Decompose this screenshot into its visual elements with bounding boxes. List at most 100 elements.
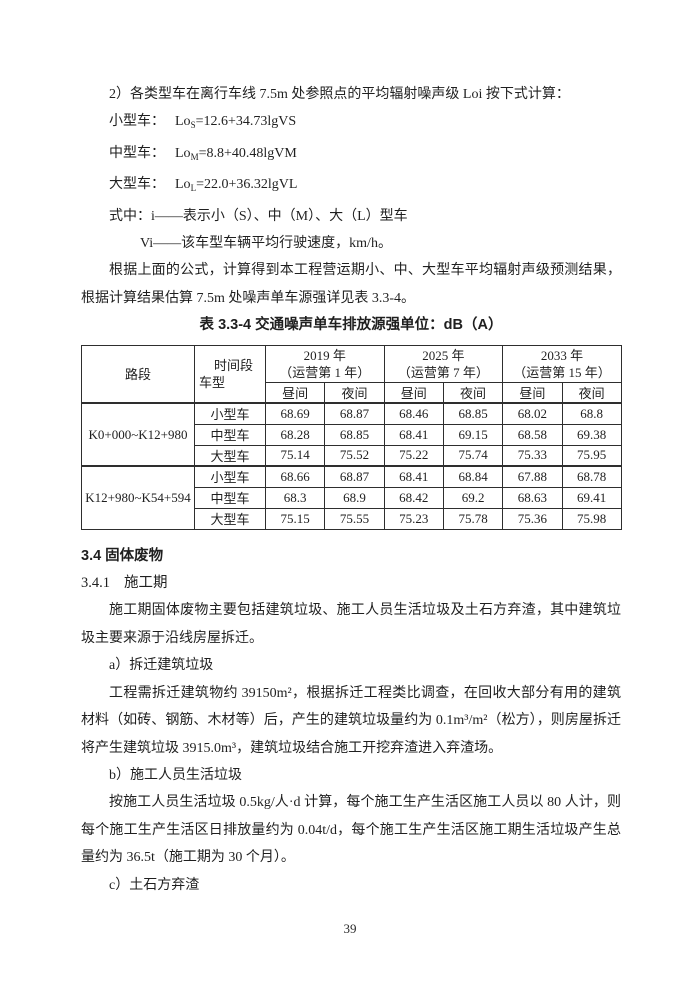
header-road-segment: 路段: [81, 344, 195, 404]
item-b-title: b）施工人员生活垃圾: [109, 767, 242, 783]
value-cell: 68.41: [383, 423, 444, 446]
formula-large-expression: LoL=22.0+36.32lgVL: [175, 177, 298, 194]
item-c-title: c）土石方弃渣: [109, 877, 200, 893]
value-cell: 75.98: [561, 507, 622, 530]
formula-subscript: M: [190, 151, 199, 162]
vehicle-type-cell: 小型车: [194, 402, 266, 425]
page-content: 2）各类型车在离行车线 7.5m 处参照点的平均辐射噪声级 Loi 按下式计算：…: [81, 87, 622, 893]
table-header-row-years: 路段 时间段 车型 2019 年 （运营第 1 年） 2025 年 （运营第 7…: [81, 344, 622, 404]
value-cell: 68.46: [383, 402, 444, 425]
header-day: 昼间: [502, 381, 563, 404]
vehicle-type-cell: 小型车: [194, 465, 266, 488]
formula-medium-expression: LoM=8.8+40.48lgVM: [175, 145, 297, 162]
formula-medium-vehicle: 中型车： LoM=8.8+40.48lgVM: [81, 140, 621, 171]
formula-large-label: 大型车：: [109, 177, 165, 193]
value-cell: 68.3: [264, 486, 326, 509]
table-body: K0+000~K12+980 小型车 68.69 68.87 68.46 68.…: [81, 402, 622, 530]
year-label: 2019 年: [303, 347, 346, 363]
value-cell: 68.42: [383, 486, 444, 509]
formula-medium-label: 中型车：: [109, 145, 165, 161]
formula-subscript: L: [190, 183, 197, 194]
value-cell: 75.36: [502, 507, 563, 530]
value-cell: 68.8: [561, 402, 622, 425]
year-note: （运营第 1 年）: [279, 364, 371, 380]
formula-small-vehicle: 小型车： LoS=12.6+34.73lgVS: [81, 108, 621, 139]
subsection-heading-construction-period: 3.4.1 施工期: [81, 570, 621, 597]
table-row: K0+000~K12+980 小型车 68.69 68.87 68.46 68.…: [81, 402, 622, 467]
table-row: 大型车 75.15 75.55 75.23 75.78 75.36 75.98: [82, 507, 622, 530]
header-day: 昼间: [264, 381, 326, 404]
item-a-title: a）拆迁建筑垃圾: [109, 658, 214, 674]
vehicle-type-cell: 中型车: [194, 486, 266, 509]
subsection-number: 3.4.1: [81, 575, 110, 592]
section-heading-solid-waste: 3.4 固体废物: [81, 547, 164, 564]
road-segment-cell: K12+980~K54+594: [81, 465, 195, 530]
result-paragraph: 根据上面的公式，计算得到本工程营运期小、中、大型车平均辐射声级预测结果，根据计算…: [81, 263, 621, 306]
value-cell: 68.85: [324, 423, 385, 446]
table-header-row-daynight: 昼间 夜间 昼间 夜间 昼间 夜间: [82, 381, 622, 404]
value-cell: 67.88: [502, 465, 563, 488]
formula-subscript: S: [190, 120, 196, 131]
value-cell: 75.55: [324, 507, 385, 530]
year-note: （运营第 7 年）: [397, 364, 489, 380]
table-row: K12+980~K54+594 小型车 68.66 68.87 68.41 68…: [81, 465, 622, 530]
value-cell: 68.78: [561, 465, 622, 488]
subsection-title-text: 施工期: [124, 575, 168, 592]
road-segment-cell: K0+000~K12+980: [81, 402, 195, 467]
formula-base: Lo: [175, 114, 191, 130]
header-time-period-label: 时间段: [213, 357, 253, 373]
vehicle-type-cell: 中型车: [194, 423, 266, 446]
value-cell: 75.14: [264, 444, 326, 467]
value-cell: 68.41: [383, 465, 444, 488]
formula-base: Lo: [175, 145, 191, 161]
formula-small-label: 小型车：: [109, 114, 165, 130]
value-cell: 68.85: [442, 402, 504, 425]
item-a-paragraph: 工程需拆迁建筑物约 39150m²，根据拆迁工程类比调查，在回收大部分有用的建筑…: [81, 685, 621, 756]
value-cell: 68.02: [502, 402, 563, 425]
header-corner-cell: 时间段 车型: [194, 344, 266, 404]
table-row: 大型车 75.14 75.52 75.22 75.74 75.33 75.95: [82, 444, 622, 467]
solid-waste-intro-paragraph: 施工期固体废物主要包括建筑垃圾、施工人员生活垃圾及土石方弃渣，其中建筑垃圾主要来…: [81, 603, 621, 646]
header-year-2025: 2025 年 （运营第 7 年）: [383, 344, 504, 383]
value-cell: 68.87: [324, 465, 385, 488]
formula-small-expression: LoS=12.6+34.73lgVS: [175, 114, 297, 131]
value-cell: 75.15: [264, 507, 326, 530]
header-year-2019: 2019 年 （运营第 1 年）: [265, 344, 385, 383]
value-cell: 68.9: [324, 486, 385, 509]
formula-large-vehicle: 大型车： LoL=22.0+36.32lgVL: [81, 171, 621, 202]
header-night: 夜间: [324, 381, 385, 404]
formula-rhs: =8.8+40.48lgVM: [198, 145, 297, 161]
value-cell: 75.52: [324, 444, 385, 467]
formula-rhs: =22.0+36.32lgVL: [196, 177, 298, 193]
vehicle-type-cell: 大型车: [194, 507, 266, 530]
formula-where-line-2: Vi——该车型车辆平均行驶速度，km/h。: [140, 236, 392, 252]
value-cell: 69.38: [561, 423, 622, 446]
value-cell: 68.28: [264, 423, 326, 446]
value-cell: 69.2: [442, 486, 504, 509]
header-day: 昼间: [383, 381, 444, 404]
formula-rhs: =12.6+34.73lgVS: [195, 114, 297, 130]
table-title: 表 3.3-4 交通噪声单车排放源强单位：dB（A）: [199, 317, 503, 334]
year-label: 2033 年: [540, 347, 584, 363]
value-cell: 68.66: [264, 465, 326, 488]
value-cell: 75.78: [442, 507, 504, 530]
value-cell: 68.63: [502, 486, 563, 509]
value-cell: 68.84: [442, 465, 504, 488]
value-cell: 75.74: [442, 444, 504, 467]
value-cell: 68.69: [264, 402, 326, 425]
vehicle-type-cell: 大型车: [194, 444, 266, 467]
header-vehicle-type-label: 车型: [199, 374, 226, 390]
year-note: （运营第 15 年）: [513, 364, 611, 380]
header-year-2033: 2033 年 （运营第 15 年）: [502, 344, 622, 383]
header-night: 夜间: [561, 381, 622, 404]
year-label: 2025 年: [422, 347, 465, 363]
page-number: 39: [343, 921, 357, 936]
value-cell: 75.22: [383, 444, 444, 467]
value-cell: 75.33: [502, 444, 563, 467]
value-cell: 68.87: [324, 402, 385, 425]
value-cell: 75.23: [383, 507, 444, 530]
table-header: 路段 时间段 车型 2019 年 （运营第 1 年） 2025 年 （运营第 7…: [81, 344, 622, 404]
noise-calc-intro-line: 2）各类型车在离行车线 7.5m 处参照点的平均辐射噪声级 Loi 按下式计算：: [109, 87, 570, 102]
value-cell: 69.15: [442, 423, 504, 446]
